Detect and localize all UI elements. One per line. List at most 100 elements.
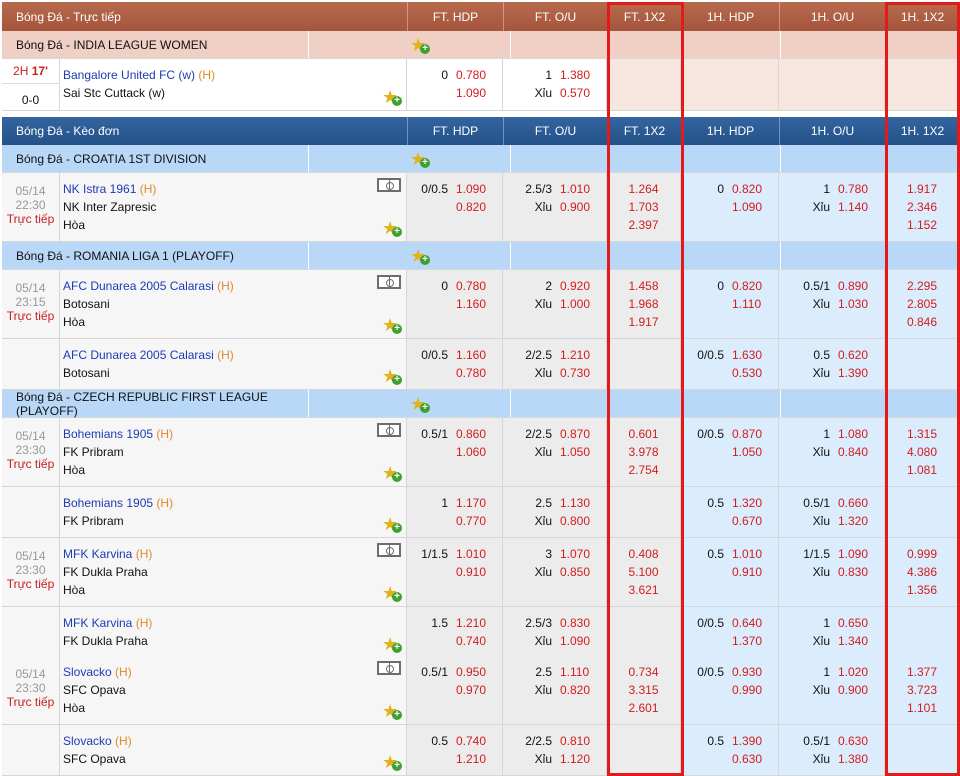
odds-value[interactable]: 0.670: [732, 514, 763, 528]
favorite-star-icon[interactable]: ★ +: [382, 464, 402, 482]
odds-value[interactable]: 0.990: [732, 683, 763, 697]
odds-away-win[interactable]: 1.968: [628, 297, 659, 311]
odds-value[interactable]: 0.820: [732, 279, 763, 293]
favorite-star-icon[interactable]: ★ +: [410, 247, 430, 265]
pitch-icon[interactable]: [377, 178, 401, 192]
odds-value[interactable]: 1.380: [838, 752, 869, 766]
away-team[interactable]: FK Dukla Praha: [63, 565, 148, 579]
odds-value[interactable]: 1.630: [732, 348, 763, 362]
col-ft-hdp[interactable]: FT. HDP: [408, 117, 504, 145]
away-team[interactable]: FK Pribram: [63, 514, 124, 528]
odds-draw[interactable]: 3.621: [628, 583, 659, 597]
odds-value[interactable]: 1.390: [838, 366, 869, 380]
odds-value[interactable]: 0.650: [838, 616, 869, 630]
away-team[interactable]: SFC Opava: [63, 752, 126, 766]
odds-value[interactable]: 0.820: [732, 182, 763, 196]
league-row[interactable]: Bóng Đá - ROMANIA LIGA 1 (PLAYOFF) ★ +: [2, 242, 960, 270]
odds-value[interactable]: 0.810: [560, 734, 591, 748]
away-team[interactable]: Botosani: [63, 297, 110, 311]
home-team[interactable]: MFK Karvina (H): [63, 616, 153, 630]
league-row-india[interactable]: Bóng Đá - INDIA LEAGUE WOMEN ★ +: [2, 31, 960, 59]
away-team[interactable]: Sai Stc Cuttack (w): [63, 86, 166, 100]
favorite-star-icon[interactable]: ★ +: [382, 88, 402, 106]
col-1h-1x2[interactable]: 1H. 1X2: [886, 2, 960, 31]
odds-home-win[interactable]: 1.377: [906, 665, 938, 679]
favorite-star-icon[interactable]: ★ +: [410, 150, 430, 168]
odds-value[interactable]: 1.010: [456, 547, 487, 561]
col-1h-hdp[interactable]: 1H. HDP: [682, 2, 780, 31]
odds-away-win[interactable]: 3.723: [906, 683, 938, 697]
odds-away-win[interactable]: 2.346: [906, 200, 938, 214]
col-ft-ou[interactable]: FT. O/U: [504, 117, 608, 145]
odds-value[interactable]: 1.000: [560, 297, 591, 311]
pitch-icon[interactable]: [377, 661, 401, 675]
col-1h-hdp[interactable]: 1H. HDP: [682, 117, 780, 145]
pitch-icon[interactable]: [377, 275, 401, 289]
odds-value[interactable]: 1.080: [838, 427, 869, 441]
odds-value[interactable]: 0.870: [732, 427, 763, 441]
odds-value[interactable]: 1.370: [732, 634, 763, 648]
live-label[interactable]: Trực tiếp: [6, 577, 55, 591]
odds-value[interactable]: 1.320: [838, 514, 869, 528]
home-team[interactable]: MFK Karvina (H): [63, 547, 153, 561]
col-ft-1x2[interactable]: FT. 1X2: [608, 2, 682, 31]
odds-home-win[interactable]: 0.601: [628, 427, 659, 441]
odds-value[interactable]: 0.620: [838, 348, 869, 362]
odds-draw[interactable]: 1.152: [906, 218, 938, 232]
odds-home-win[interactable]: 1.315: [906, 427, 938, 441]
odds-value[interactable]: 0.740: [456, 634, 487, 648]
odds-home-win[interactable]: 1.264: [628, 182, 659, 196]
league-row[interactable]: Bóng Đá - CZECH REPUBLIC FIRST LEAGUE (P…: [2, 390, 960, 418]
odds-home-win[interactable]: 2.295: [906, 279, 938, 293]
odds-draw[interactable]: 0.846: [906, 315, 938, 329]
odds-value[interactable]: 0.630: [838, 734, 869, 748]
favorite-star-icon[interactable]: ★ +: [382, 316, 402, 334]
odds-value[interactable]: 1.090: [456, 182, 487, 196]
odds-draw[interactable]: 2.601: [628, 701, 659, 715]
odds-away-win[interactable]: 1.703: [628, 200, 659, 214]
col-1h-1x2[interactable]: 1H. 1X2: [886, 117, 960, 145]
odds-value[interactable]: 0.920: [560, 279, 591, 293]
odds-value[interactable]: 1.110: [732, 297, 762, 311]
odds-value[interactable]: 0.860: [456, 427, 487, 441]
odds-value[interactable]: 1.090: [732, 200, 763, 214]
col-ft-hdp[interactable]: FT. HDP: [408, 2, 504, 31]
home-team[interactable]: AFC Dunarea 2005 Calarasi (H): [63, 279, 234, 293]
odds-value[interactable]: 0.850: [560, 565, 591, 579]
odds-value[interactable]: 0.870: [560, 427, 591, 441]
favorite-star-icon[interactable]: ★ +: [382, 584, 402, 602]
odds-value[interactable]: 1.070: [560, 547, 591, 561]
odds-away-win[interactable]: 5.100: [628, 565, 659, 579]
col-ft-1x2[interactable]: FT. 1X2: [608, 117, 682, 145]
col-ft-ou[interactable]: FT. O/U: [504, 2, 608, 31]
odds-draw[interactable]: 1.081: [906, 463, 938, 477]
away-team[interactable]: FK Dukla Praha: [63, 634, 148, 648]
odds-value[interactable]: 0.830: [838, 565, 869, 579]
odds-value[interactable]: 0.800: [560, 514, 591, 528]
odds-value[interactable]: 1.010: [732, 547, 763, 561]
odds-value[interactable]: 1.050: [732, 445, 763, 459]
odds-value[interactable]: 1.090: [456, 86, 487, 100]
odds-value[interactable]: 0.780: [456, 68, 487, 82]
live-label[interactable]: Trực tiếp: [6, 457, 55, 471]
col-1h-ou[interactable]: 1H. O/U: [780, 2, 886, 31]
odds-value[interactable]: 0.820: [456, 200, 487, 214]
odds-value[interactable]: 1.050: [560, 445, 591, 459]
away-team[interactable]: NK Inter Zapresic: [63, 200, 157, 214]
odds-value[interactable]: 1.120: [560, 752, 591, 766]
odds-value[interactable]: 1.160: [456, 348, 487, 362]
odds-value[interactable]: 0.730: [560, 366, 591, 380]
odds-value[interactable]: 0.910: [456, 565, 487, 579]
odds-home-win[interactable]: 0.999: [906, 547, 938, 561]
odds-value[interactable]: 1.140: [838, 200, 869, 214]
odds-value[interactable]: 1.060: [456, 445, 487, 459]
odds-value[interactable]: 0.930: [732, 665, 763, 679]
favorite-star-icon[interactable]: ★ +: [382, 635, 402, 653]
odds-value[interactable]: 1.020: [838, 665, 869, 679]
odds-draw[interactable]: 1.101: [906, 701, 938, 715]
odds-value[interactable]: 0.820: [560, 683, 591, 697]
odds-home-win[interactable]: 0.734: [628, 665, 659, 679]
odds-value[interactable]: 1.210: [456, 752, 487, 766]
odds-value[interactable]: 0.970: [456, 683, 487, 697]
odds-value[interactable]: 0.900: [560, 200, 591, 214]
